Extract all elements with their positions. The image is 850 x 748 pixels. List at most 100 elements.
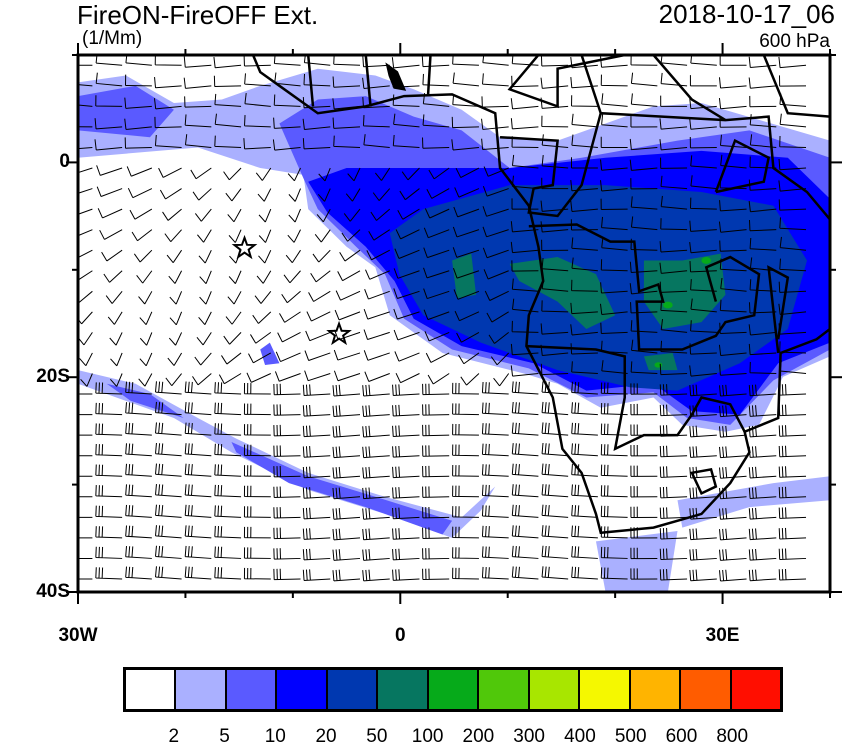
wind-barb (423, 74, 449, 86)
wind-barb (226, 189, 241, 201)
wind-barb (255, 291, 271, 303)
wind-barb (274, 425, 301, 436)
wind-barb (78, 507, 92, 518)
wind-barb (307, 312, 330, 321)
wind-barb (512, 546, 538, 559)
wind-barb (720, 549, 747, 560)
wind-barb (631, 445, 657, 456)
wind-barb (749, 467, 776, 478)
wind-barb (779, 425, 806, 436)
wind-barb (690, 549, 717, 560)
wind-barb (601, 424, 627, 436)
wind-barb (779, 466, 806, 477)
wind-barb (428, 374, 449, 384)
wind-barb (96, 506, 122, 518)
wind-barb (542, 464, 568, 477)
wind-barb (126, 505, 152, 517)
wind-barb (185, 443, 211, 456)
wind-barb (494, 374, 509, 386)
wind-barb (749, 77, 776, 88)
wind-barb (274, 404, 301, 415)
wind-barb (720, 446, 747, 457)
wind-barb (483, 73, 509, 85)
wind-barb (749, 528, 776, 539)
wind-barb (215, 485, 241, 497)
colorbar-label: 5 (219, 726, 230, 747)
wind-barb (259, 230, 271, 243)
wind-barb (215, 505, 241, 517)
wind-barb (750, 96, 777, 107)
wind-barb (779, 507, 806, 518)
wind-barb (166, 374, 182, 386)
wind-barb (185, 546, 211, 559)
wind-barb (780, 114, 806, 127)
wind-barb (78, 548, 92, 559)
wind-barb (97, 187, 122, 197)
wind-barb (244, 527, 270, 538)
wind-barb (779, 446, 806, 457)
y-tick-label: 20S (36, 366, 70, 388)
wind-barb (306, 331, 331, 341)
wind-barb (128, 188, 152, 197)
wind-barb (541, 78, 568, 89)
wind-barb (197, 230, 211, 243)
wind-barb (156, 422, 182, 435)
wind-barb (169, 271, 182, 284)
wind-barb (393, 405, 420, 416)
wind-barb (422, 56, 449, 67)
wind-barb (720, 570, 747, 581)
colorbar-label: 600 (665, 726, 698, 747)
wind-barb (779, 548, 806, 559)
wind-barb (163, 209, 182, 220)
wind-barb (335, 310, 360, 320)
wind-barb (274, 55, 300, 65)
wind-barb (690, 528, 717, 539)
wind-barb (453, 403, 479, 414)
wind-barb (80, 353, 93, 366)
wind-barb (247, 373, 271, 383)
wind-barb (244, 568, 270, 579)
wind-barb (200, 271, 212, 284)
wind-barb (453, 73, 479, 86)
wind-barb (364, 350, 389, 360)
wind-barb (363, 529, 390, 540)
star-marker (234, 238, 254, 257)
wind-barb (572, 443, 598, 455)
colorbar-swatch (731, 670, 781, 709)
wind-barb (601, 75, 627, 86)
wind-barb (512, 484, 538, 497)
wind-barb (126, 55, 152, 65)
wind-barb (363, 426, 390, 437)
wind-barb (364, 329, 390, 339)
wind-barb (512, 402, 538, 415)
wind-barb (184, 57, 211, 68)
wind-barb (289, 209, 301, 222)
wind-barb (244, 383, 270, 394)
wind-barb (749, 57, 776, 68)
wind-barb (749, 446, 776, 457)
units-label: (1/Mm) (82, 28, 143, 49)
colorbar-swatch (428, 670, 480, 709)
wind-barb (779, 57, 806, 68)
wind-barb (78, 424, 92, 435)
wind-barb (395, 351, 420, 361)
wind-barb (423, 486, 450, 497)
wind-barb (215, 546, 241, 558)
wind-barb (132, 230, 152, 241)
wind-barb (303, 405, 330, 416)
wind-barb (363, 405, 390, 416)
wind-barb (483, 55, 509, 65)
wind-barb (78, 271, 92, 281)
wind-barb (660, 487, 687, 498)
wind-barb (572, 423, 598, 435)
wind-barb (274, 569, 301, 580)
wind-barb (155, 55, 181, 65)
wind-barb (215, 382, 241, 394)
wind-barb (244, 404, 270, 415)
wind-barb (542, 484, 568, 497)
colorbar-swatch (327, 670, 379, 709)
colorbar-label: 400 (564, 726, 596, 747)
wind-barb (102, 250, 123, 261)
wind-barb (542, 525, 568, 538)
wind-barb (244, 547, 270, 558)
